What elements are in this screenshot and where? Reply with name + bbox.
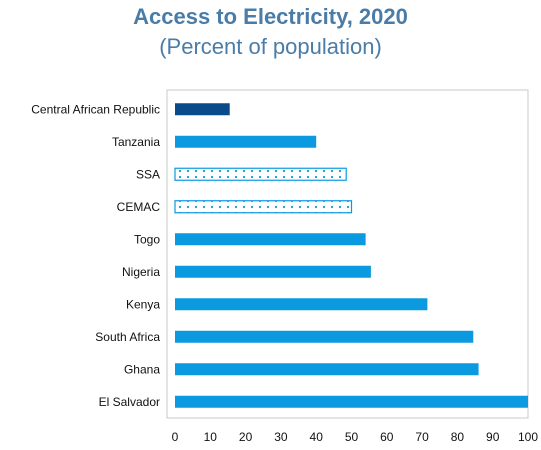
chart-subtitle: (Percent of population) [159, 34, 382, 59]
x-tick-label: 50 [345, 430, 359, 444]
category-label: South Africa [95, 330, 160, 344]
category-label: CEMAC [117, 200, 161, 214]
chart-title: Access to Electricity, 2020 [133, 4, 408, 29]
x-tick-label: 100 [518, 430, 538, 444]
x-tick-label: 90 [486, 430, 500, 444]
bar-ssa [174, 167, 347, 181]
category-label: Central African Republic [31, 102, 160, 116]
x-tick-label: 10 [204, 430, 218, 444]
bar-cemac [174, 200, 353, 214]
x-tick-label: 40 [310, 430, 324, 444]
category-label: El Salvador [99, 395, 160, 409]
category-label: Ghana [124, 362, 160, 376]
plot-frame [166, 89, 529, 419]
category-label: SSA [136, 167, 160, 181]
x-tick-label: 30 [274, 430, 288, 444]
category-labels: Central African Republic Tanzania SSA CEMAC… [31, 102, 160, 409]
bar-south-africa [175, 330, 474, 343]
x-tick-label: 70 [415, 430, 429, 444]
category-label: Togo [134, 232, 160, 246]
bars-layer [174, 103, 528, 408]
x-tick-label: 60 [380, 430, 394, 444]
bar-kenya [175, 298, 428, 311]
bar-ghana [175, 363, 479, 376]
x-tick-label: 20 [239, 430, 253, 444]
category-label: Tanzania [112, 135, 160, 149]
bar-nigeria [175, 265, 371, 278]
category-label: Nigeria [122, 265, 160, 279]
bar-el-salvador [175, 395, 528, 408]
category-label: Kenya [126, 297, 160, 311]
x-axis-ticks: 0 10 20 30 40 50 60 70 80 90 100 [172, 430, 539, 444]
x-tick-label: 0 [172, 430, 179, 444]
bar-togo [175, 233, 366, 246]
bar-central-african-republic [175, 103, 230, 116]
bar-tanzania [175, 135, 317, 148]
x-tick-label: 80 [451, 430, 465, 444]
